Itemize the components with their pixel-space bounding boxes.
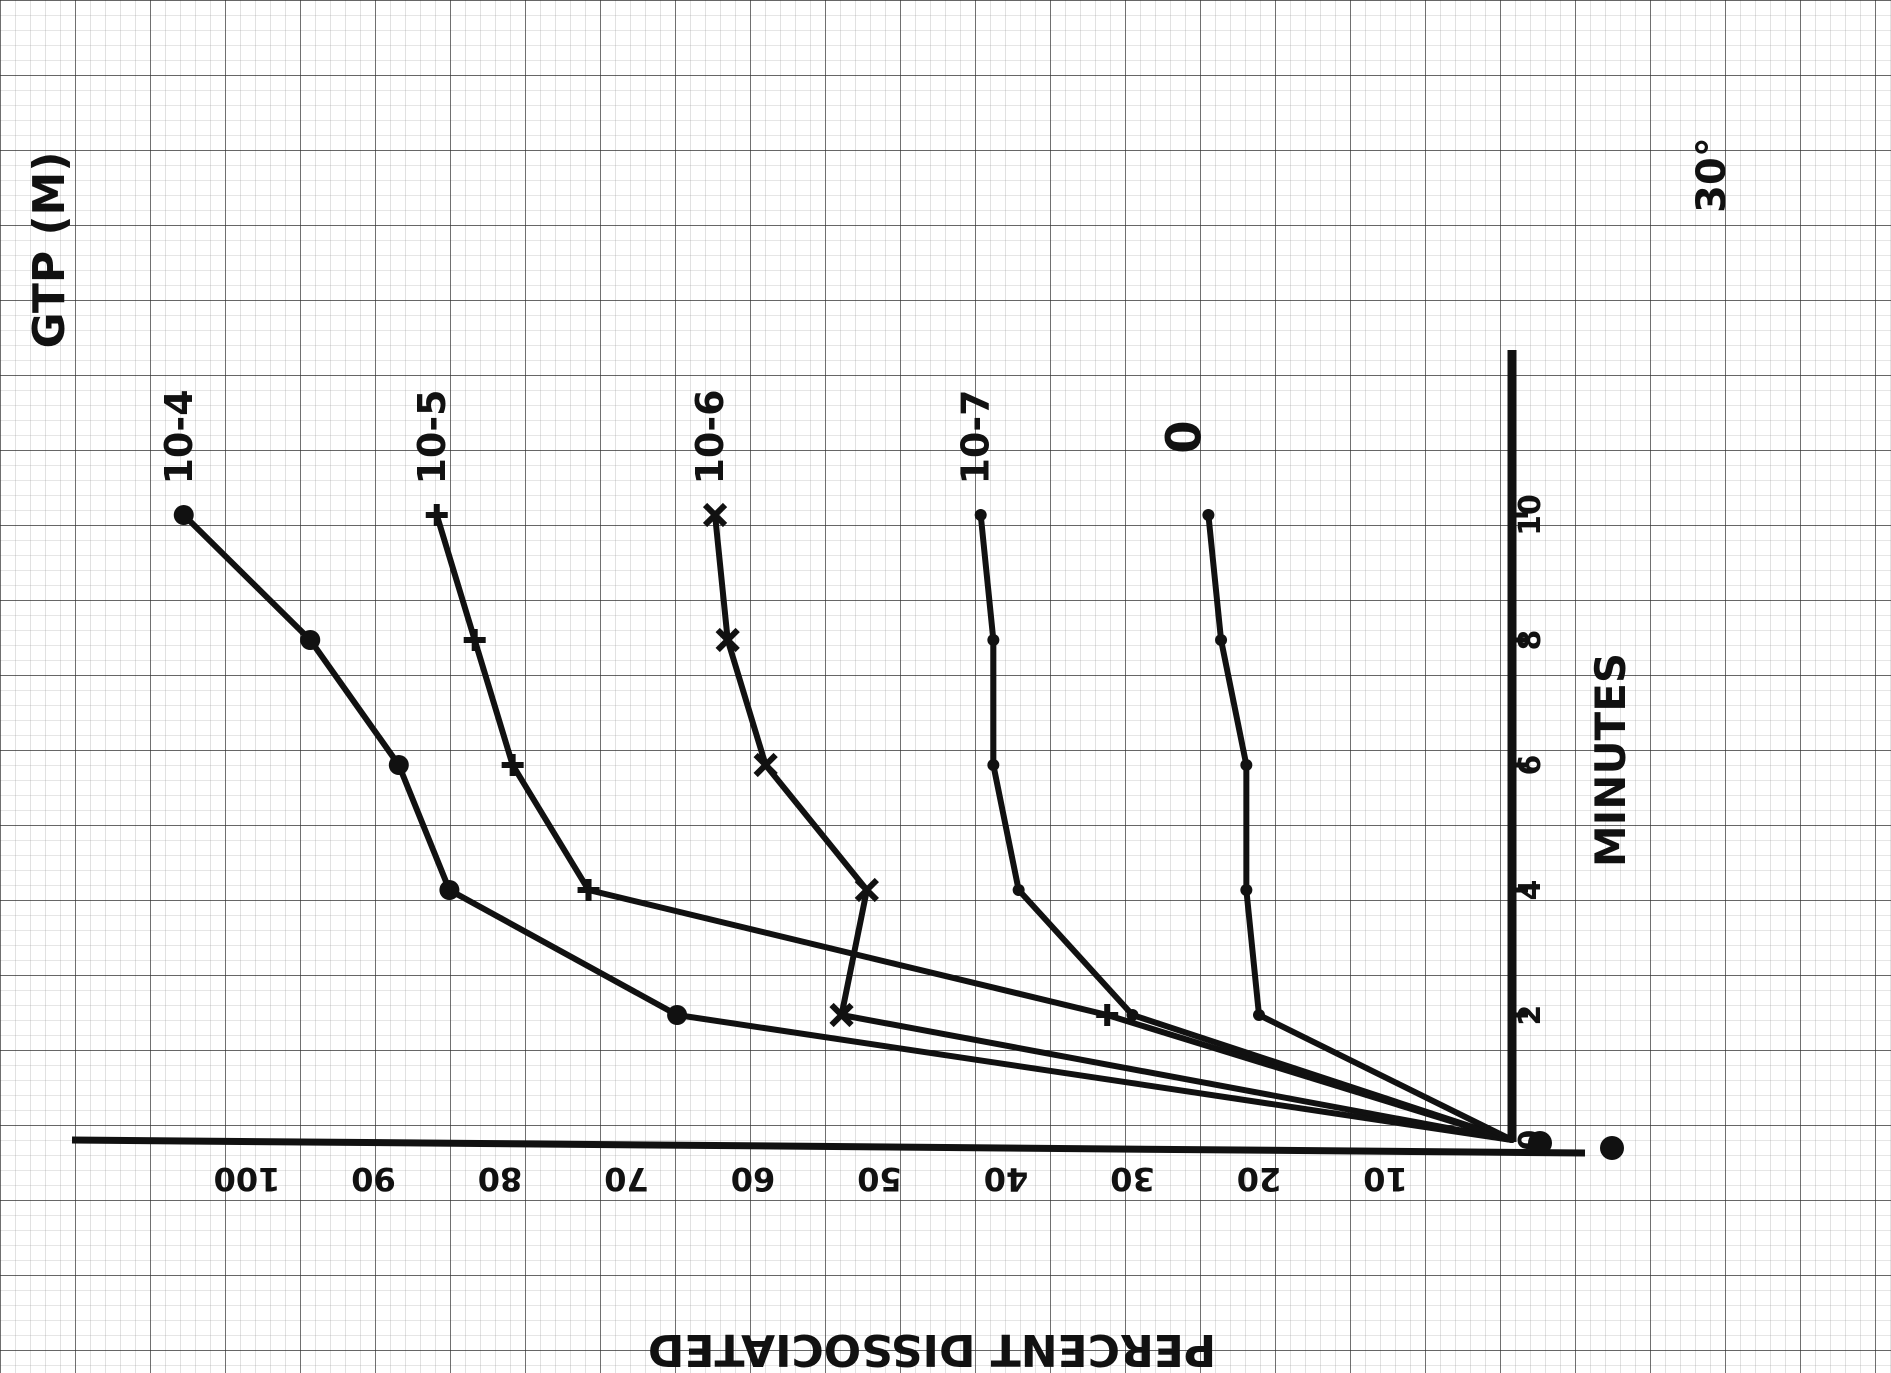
minutes-axis-label: MINUTES: [1586, 653, 1635, 867]
series-labels: 10-4 10-5 10-6 10-7 0: [157, 389, 1213, 484]
series-10-5-point: [425, 504, 448, 526]
minutes-tick-label: 10: [1513, 494, 1548, 536]
series-10-5-label: 10-5: [410, 389, 454, 484]
minutes-tick-label: 2: [1513, 1005, 1548, 1026]
temperature-label: 30°: [1689, 137, 1735, 213]
series-group: [173, 502, 1624, 1160]
series-10-5-point: [463, 629, 486, 651]
percent-ticks: 10 20 30 40 50 60 70 80 90 100: [214, 1160, 1408, 1198]
percent-tick-label: 50: [857, 1160, 902, 1198]
percent-tick-label: 70: [604, 1160, 649, 1198]
series-0-point: [1215, 634, 1228, 646]
series-10-6-point: [829, 1002, 854, 1028]
series-0-point: [1253, 1009, 1265, 1021]
series-10-5-point: [501, 754, 524, 776]
percent-tick-label: 80: [478, 1160, 523, 1198]
series-0-point: [1202, 509, 1215, 521]
series-10-4-label: 10-4: [157, 389, 201, 484]
series-0-label: 0: [1156, 420, 1212, 453]
series-10-7-point: [1126, 1009, 1139, 1021]
series-10-5-point: [1096, 1004, 1119, 1026]
series-10-6-point: [715, 627, 740, 653]
series-10-5-line: [433, 512, 1515, 1143]
series-10-4-line: [180, 512, 1515, 1143]
legend-title: GTP (M): [24, 152, 75, 349]
series-10-4-point: [439, 880, 460, 900]
minutes-tick-label: 6: [1513, 755, 1548, 776]
series-10-6-point: [702, 502, 728, 528]
percent-tick-label: 90: [351, 1160, 396, 1198]
series-10-6-point: [753, 752, 778, 778]
percent-tick-label: 100: [214, 1160, 281, 1198]
percent-tick-label: 30: [1110, 1160, 1155, 1198]
minutes-tick-label: 8: [1513, 630, 1548, 651]
series-0-line: [1205, 512, 1515, 1143]
percent-tick-label: 40: [984, 1160, 1029, 1198]
series-10-7-line: [977, 512, 1515, 1143]
series-10-7-point: [1012, 884, 1025, 896]
minutes-ticks: 0246810: [1510, 494, 1548, 1150]
series-10-6-label: 10-6: [688, 389, 732, 484]
series-10-6-point: [854, 877, 879, 903]
series-10-4-point: [388, 755, 409, 775]
series-10-6-line: [712, 512, 1515, 1143]
percent-axis-label: PERCENT DISSOCIATED: [648, 1324, 1216, 1373]
percent-tick-label: 10: [1363, 1160, 1408, 1198]
percent-tick-label: 20: [1237, 1160, 1282, 1198]
series-10-7-point: [987, 634, 1000, 646]
series-10-7-point: [987, 759, 1000, 771]
series-0-point: [1240, 884, 1253, 896]
series-10-5-point: [577, 879, 600, 901]
series-10-4-point: [300, 630, 321, 650]
series-0-point: [1240, 759, 1253, 771]
percent-tick-label: 60: [731, 1160, 776, 1198]
percent-axis-line: [71, 1136, 1586, 1157]
origin-marker: [1600, 1136, 1624, 1160]
origin-marker: [1528, 1131, 1552, 1155]
minutes-tick-label: 4: [1513, 880, 1548, 901]
series-10-7-label: 10-7: [954, 389, 998, 484]
series-10-4-point: [667, 1005, 688, 1025]
series-10-4-point: [173, 505, 194, 525]
series-10-7-point: [974, 509, 987, 521]
